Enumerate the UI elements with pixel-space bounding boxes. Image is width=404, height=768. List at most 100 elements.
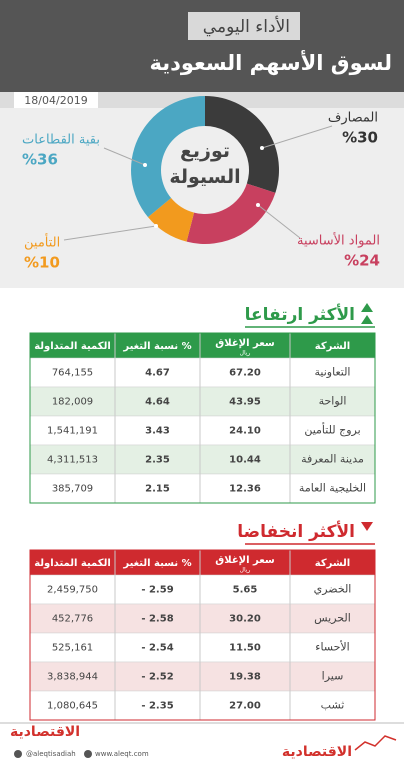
leader-dot — [260, 146, 264, 150]
table-cell: - 2.54 — [141, 643, 173, 654]
table-cell: الحريس — [314, 612, 351, 625]
brand-graph — [354, 735, 397, 751]
table-cell: 10.44 — [229, 455, 261, 466]
table-cell: 5.65 — [233, 585, 258, 596]
table-cell: 4.64 — [145, 397, 170, 408]
table-cell: سيرا — [322, 670, 344, 683]
table-cell: الواحة — [319, 395, 347, 408]
table-cell: 27.00 — [229, 701, 261, 712]
column-header: نسبة التغير % — [122, 558, 191, 569]
table-cell: 2.15 — [145, 484, 170, 495]
column-header: الكمية المتداولة — [34, 341, 111, 352]
table-cell: الأحساء — [315, 640, 349, 654]
column-header: الشركة — [315, 558, 350, 569]
table-cell: التعاونية — [315, 366, 351, 379]
table-cell: الخضري — [314, 583, 352, 596]
column-header: الشركة — [315, 341, 350, 352]
table-cell: بروج للتأمين — [304, 422, 360, 437]
table-row — [29, 632, 376, 663]
table-cell: 1,541,191 — [47, 426, 98, 437]
footer-brand: الاقتصادية — [282, 744, 352, 760]
leader-dot — [256, 203, 260, 207]
table-cell: 1,080,645 — [47, 701, 98, 712]
unit-label: ريال — [240, 567, 251, 574]
slice-value: %10 — [24, 254, 60, 272]
table-cell: 19.38 — [229, 672, 261, 683]
table-row — [29, 386, 376, 417]
table-row — [29, 357, 376, 388]
unit-label: ريال — [240, 350, 251, 357]
arrow — [361, 522, 373, 531]
table-cell: - 2.58 — [141, 614, 173, 625]
table-cell: 2,459,750 — [47, 585, 98, 596]
date-box — [14, 92, 98, 108]
table-cell: 385,709 — [52, 484, 93, 495]
arrow — [361, 303, 373, 312]
web-icon — [84, 750, 92, 758]
donut-slice — [131, 96, 205, 218]
table-border — [29, 549, 376, 721]
donut-title: توزيع السيولة — [169, 140, 241, 188]
table-cell: 4.67 — [145, 368, 170, 379]
slice-label: بقية القطاعات — [22, 133, 100, 148]
leader-line — [257, 204, 301, 239]
leader-dot — [154, 224, 158, 228]
table-cell: - 2.35 — [141, 701, 173, 712]
slice-value: %24 — [344, 252, 380, 270]
leader-dot — [143, 163, 147, 167]
arrow — [361, 315, 373, 324]
table-row — [29, 661, 376, 692]
column-header: سعر الإغلاق — [215, 338, 275, 349]
header-title: الأداء اليومي — [203, 16, 290, 37]
website: www.aleqt.com — [95, 750, 149, 758]
slice-label: التأمين — [24, 233, 60, 251]
table-cell: 452,776 — [52, 614, 93, 625]
table-cell: الخليجية العامة — [299, 482, 366, 495]
header-subtitle: لسوق الأسهم السعودية — [149, 49, 392, 75]
table-cell: 182,009 — [52, 397, 93, 408]
table-cell: مدينة المعرفة — [301, 453, 364, 466]
table-header — [30, 550, 375, 575]
table-cell: - 2.52 — [141, 672, 173, 683]
table-cell: 43.95 — [229, 397, 261, 408]
column-header: نسبة التغير % — [122, 341, 191, 352]
table-row — [29, 603, 376, 634]
table-cell: 11.50 — [229, 643, 261, 654]
title-box — [188, 12, 300, 40]
slice-label: المواد الأساسية — [297, 232, 380, 249]
table-cell: 67.20 — [229, 368, 261, 379]
table-cell: 3.43 — [145, 426, 170, 437]
table-title: الأكثر انخفاضا — [237, 521, 355, 542]
table-cell: 525,161 — [52, 643, 93, 654]
donut-slice — [205, 96, 279, 193]
table-cell: 12.36 — [229, 484, 261, 495]
column-header: الكمية المتداولة — [34, 558, 111, 569]
footer-brand-small: الاقتصادية — [10, 724, 80, 740]
table-title: الأكثر ارتفاعا — [245, 304, 355, 325]
leader-line — [63, 225, 157, 241]
table-border — [29, 332, 376, 504]
table-cell: 24.10 — [229, 426, 261, 437]
table-cell: 2.35 — [145, 455, 170, 466]
date: 18/04/2019 — [24, 94, 87, 107]
slice-label: المصارف — [328, 111, 378, 126]
twitter-icon — [14, 750, 22, 758]
table-row — [29, 444, 376, 475]
slice-value: %36 — [22, 151, 58, 169]
table-cell: ثشب — [321, 699, 345, 712]
column-header: سعر الإغلاق — [215, 555, 275, 566]
table-header — [30, 333, 375, 358]
table-cell: - 2.59 — [141, 585, 173, 596]
table-row — [29, 473, 376, 504]
table-cell: 764,155 — [52, 368, 93, 379]
donut-slice — [186, 183, 276, 244]
table-cell: 4,311,513 — [47, 455, 98, 466]
table-row — [29, 690, 376, 721]
leader-line — [261, 125, 333, 149]
table-cell: 3,838,944 — [47, 672, 98, 683]
twitter: @aleqtisadiah — [26, 750, 76, 758]
table-cell: 30.20 — [229, 614, 261, 625]
slice-value: %30 — [342, 129, 378, 147]
